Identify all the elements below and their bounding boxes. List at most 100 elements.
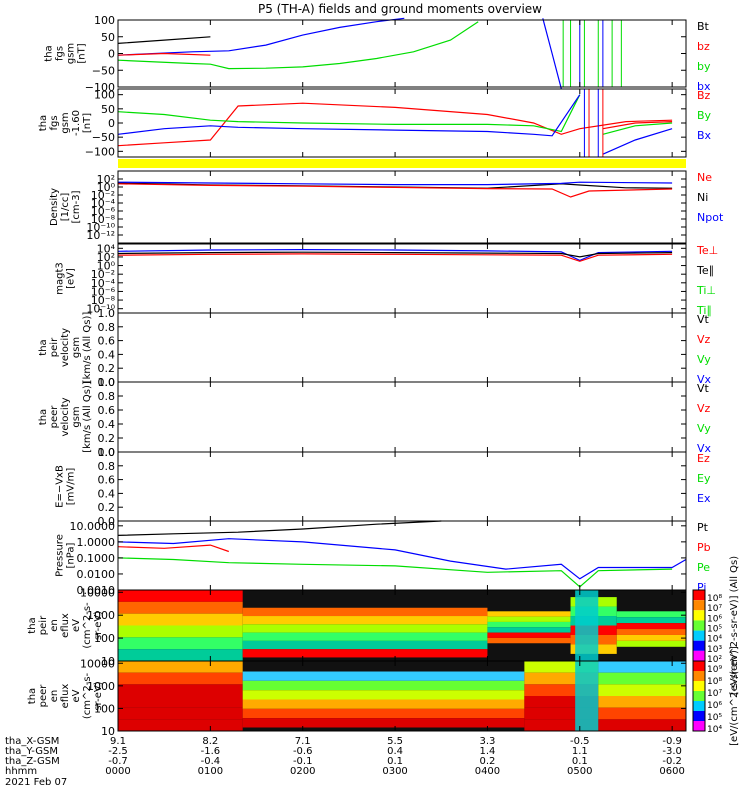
- time-row-value: -0.6: [293, 746, 313, 757]
- spec-band: [118, 684, 243, 696]
- y-tick-label: 10: [101, 725, 115, 738]
- y-axis-label: sr-eV): [93, 681, 104, 710]
- series-line-red: [602, 121, 673, 130]
- legend-entry: Ey: [697, 472, 711, 485]
- y-tick-label: 1000: [87, 680, 115, 693]
- spec-band: [616, 623, 686, 630]
- y-tick-label: 100: [94, 14, 115, 27]
- spec-band: [524, 696, 599, 708]
- y-tick-label: 100: [94, 702, 115, 715]
- y-axis-label: tha: [44, 45, 55, 61]
- y-axis-label: tha: [27, 688, 38, 704]
- time-row-value: -0.2: [662, 756, 682, 767]
- time-row-value: -0.9: [662, 736, 682, 747]
- series-line-blue: [602, 128, 673, 155]
- y-tick-label: 10⁻⁴: [91, 197, 116, 210]
- y-axis-label: [eV]: [66, 268, 77, 289]
- time-row-label: tha_Y-GSM: [5, 746, 58, 757]
- y-axis-label: gsm: [71, 337, 82, 358]
- colorbar-tick-label: 10⁵: [707, 625, 722, 635]
- legend-entry: Vt: [697, 313, 710, 326]
- time-row-value: -0.7: [108, 756, 128, 767]
- colorbar-tick-label: 10³: [707, 645, 722, 655]
- y-axis-label: peir: [49, 337, 60, 357]
- panel-peir_eflux: 10000 1000 100 10 tha peir en eflux eV (cm^2-s-sr…: [27, 556, 740, 695]
- spec-band: [242, 649, 488, 658]
- panel-peer_eflux: 10000 1000 100 10 tha peer en eflux eV (cm^2-s-sr…: [27, 646, 740, 746]
- colorbar-tick-label: 10⁴: [707, 635, 722, 645]
- spec-band: [118, 672, 243, 685]
- time-row-value: 0300: [382, 766, 407, 777]
- y-axis-label: peir: [38, 615, 49, 635]
- y-axis-label: fgs: [49, 115, 60, 130]
- colorbar-tick-label: 10⁸: [707, 594, 722, 604]
- spec-band: [487, 611, 571, 617]
- series-line-blue: [117, 94, 581, 137]
- y-axis-label: fgs: [55, 46, 66, 61]
- spec-band: [598, 661, 686, 673]
- legend-entry: Vx: [697, 442, 712, 455]
- y-tick-label: 10⁻⁴: [91, 277, 116, 290]
- panel-frame: [117, 312, 687, 383]
- colorbar-tick-label: 10⁶: [707, 701, 722, 711]
- legend-entry: Vz: [697, 333, 711, 346]
- y-tick-label: 10000: [80, 657, 115, 670]
- panel-fgs: 100 50 0 −50 −100 tha fgs gsm [nT] Bt bz by bx: [44, 14, 711, 94]
- y-axis-label: [km/s (All Qs)]: [82, 312, 93, 384]
- series-line-green: [602, 122, 673, 135]
- y-axis-label: tha: [38, 115, 49, 131]
- spec-band: [118, 649, 243, 661]
- y-tick-label: 10: [101, 655, 115, 668]
- y-tick-label: 0.6: [98, 474, 116, 487]
- y-tick-label: 10⁰: [97, 181, 116, 194]
- y-tick-label: 0.1000: [77, 552, 116, 565]
- y-tick-label: −100: [85, 145, 115, 158]
- spec-band: [616, 617, 686, 624]
- time-row-value: 0.4: [387, 746, 403, 757]
- y-axis-label: [km/s (All Qs)]: [82, 381, 93, 453]
- spec-band: [118, 719, 243, 731]
- colorbar-segment: [693, 721, 705, 731]
- time-row-value: 9.1: [110, 736, 126, 747]
- spec-band: [524, 707, 599, 720]
- legend-entry: Ni: [697, 191, 708, 204]
- colorbar-segment: [693, 650, 705, 661]
- legend-entry: Vz: [697, 402, 711, 415]
- y-axis-label: E=−VxB: [55, 465, 66, 508]
- spec-band: [118, 661, 243, 673]
- time-row-value: -0.5: [570, 736, 590, 747]
- y-axis-label: en: [49, 690, 60, 703]
- series-line-black: [117, 36, 211, 44]
- time-row-value: 0500: [567, 766, 592, 777]
- spec-band: [524, 661, 599, 673]
- spec-band: [118, 637, 243, 650]
- time-row-value: -3.0: [662, 746, 682, 757]
- spec-band: [524, 672, 599, 685]
- y-axis-label: gsm: [60, 112, 71, 133]
- y-axis-label: eflux: [60, 684, 71, 709]
- time-row-label: hhmm: [5, 766, 37, 777]
- legend-entry: Pi: [697, 581, 706, 594]
- time-row-value: 0200: [290, 766, 315, 777]
- legend-entry: Vx: [697, 373, 712, 386]
- y-axis-label: tha: [38, 409, 49, 425]
- y-tick-label: 10⁻⁶: [91, 285, 116, 298]
- colorbar-segment: [693, 590, 705, 601]
- legend-entry: bz: [697, 40, 710, 53]
- colorbar-tick-label: 10⁹: [707, 665, 722, 675]
- legend-entry: Vy: [697, 353, 711, 366]
- spec-band: [598, 719, 686, 731]
- spec-band: [487, 621, 571, 628]
- y-tick-label: 0.2: [98, 432, 116, 445]
- time-row-label: tha_Z-GSM: [5, 756, 60, 767]
- colorbar-tick-label: 10⁶: [707, 614, 722, 624]
- colorbar-tick-label: 10⁷: [707, 604, 722, 614]
- y-tick-label: 10²: [97, 251, 115, 264]
- series-line-blue: [542, 18, 562, 89]
- y-axis-label: gsm: [71, 406, 82, 427]
- time-row-value: 0.2: [479, 756, 495, 767]
